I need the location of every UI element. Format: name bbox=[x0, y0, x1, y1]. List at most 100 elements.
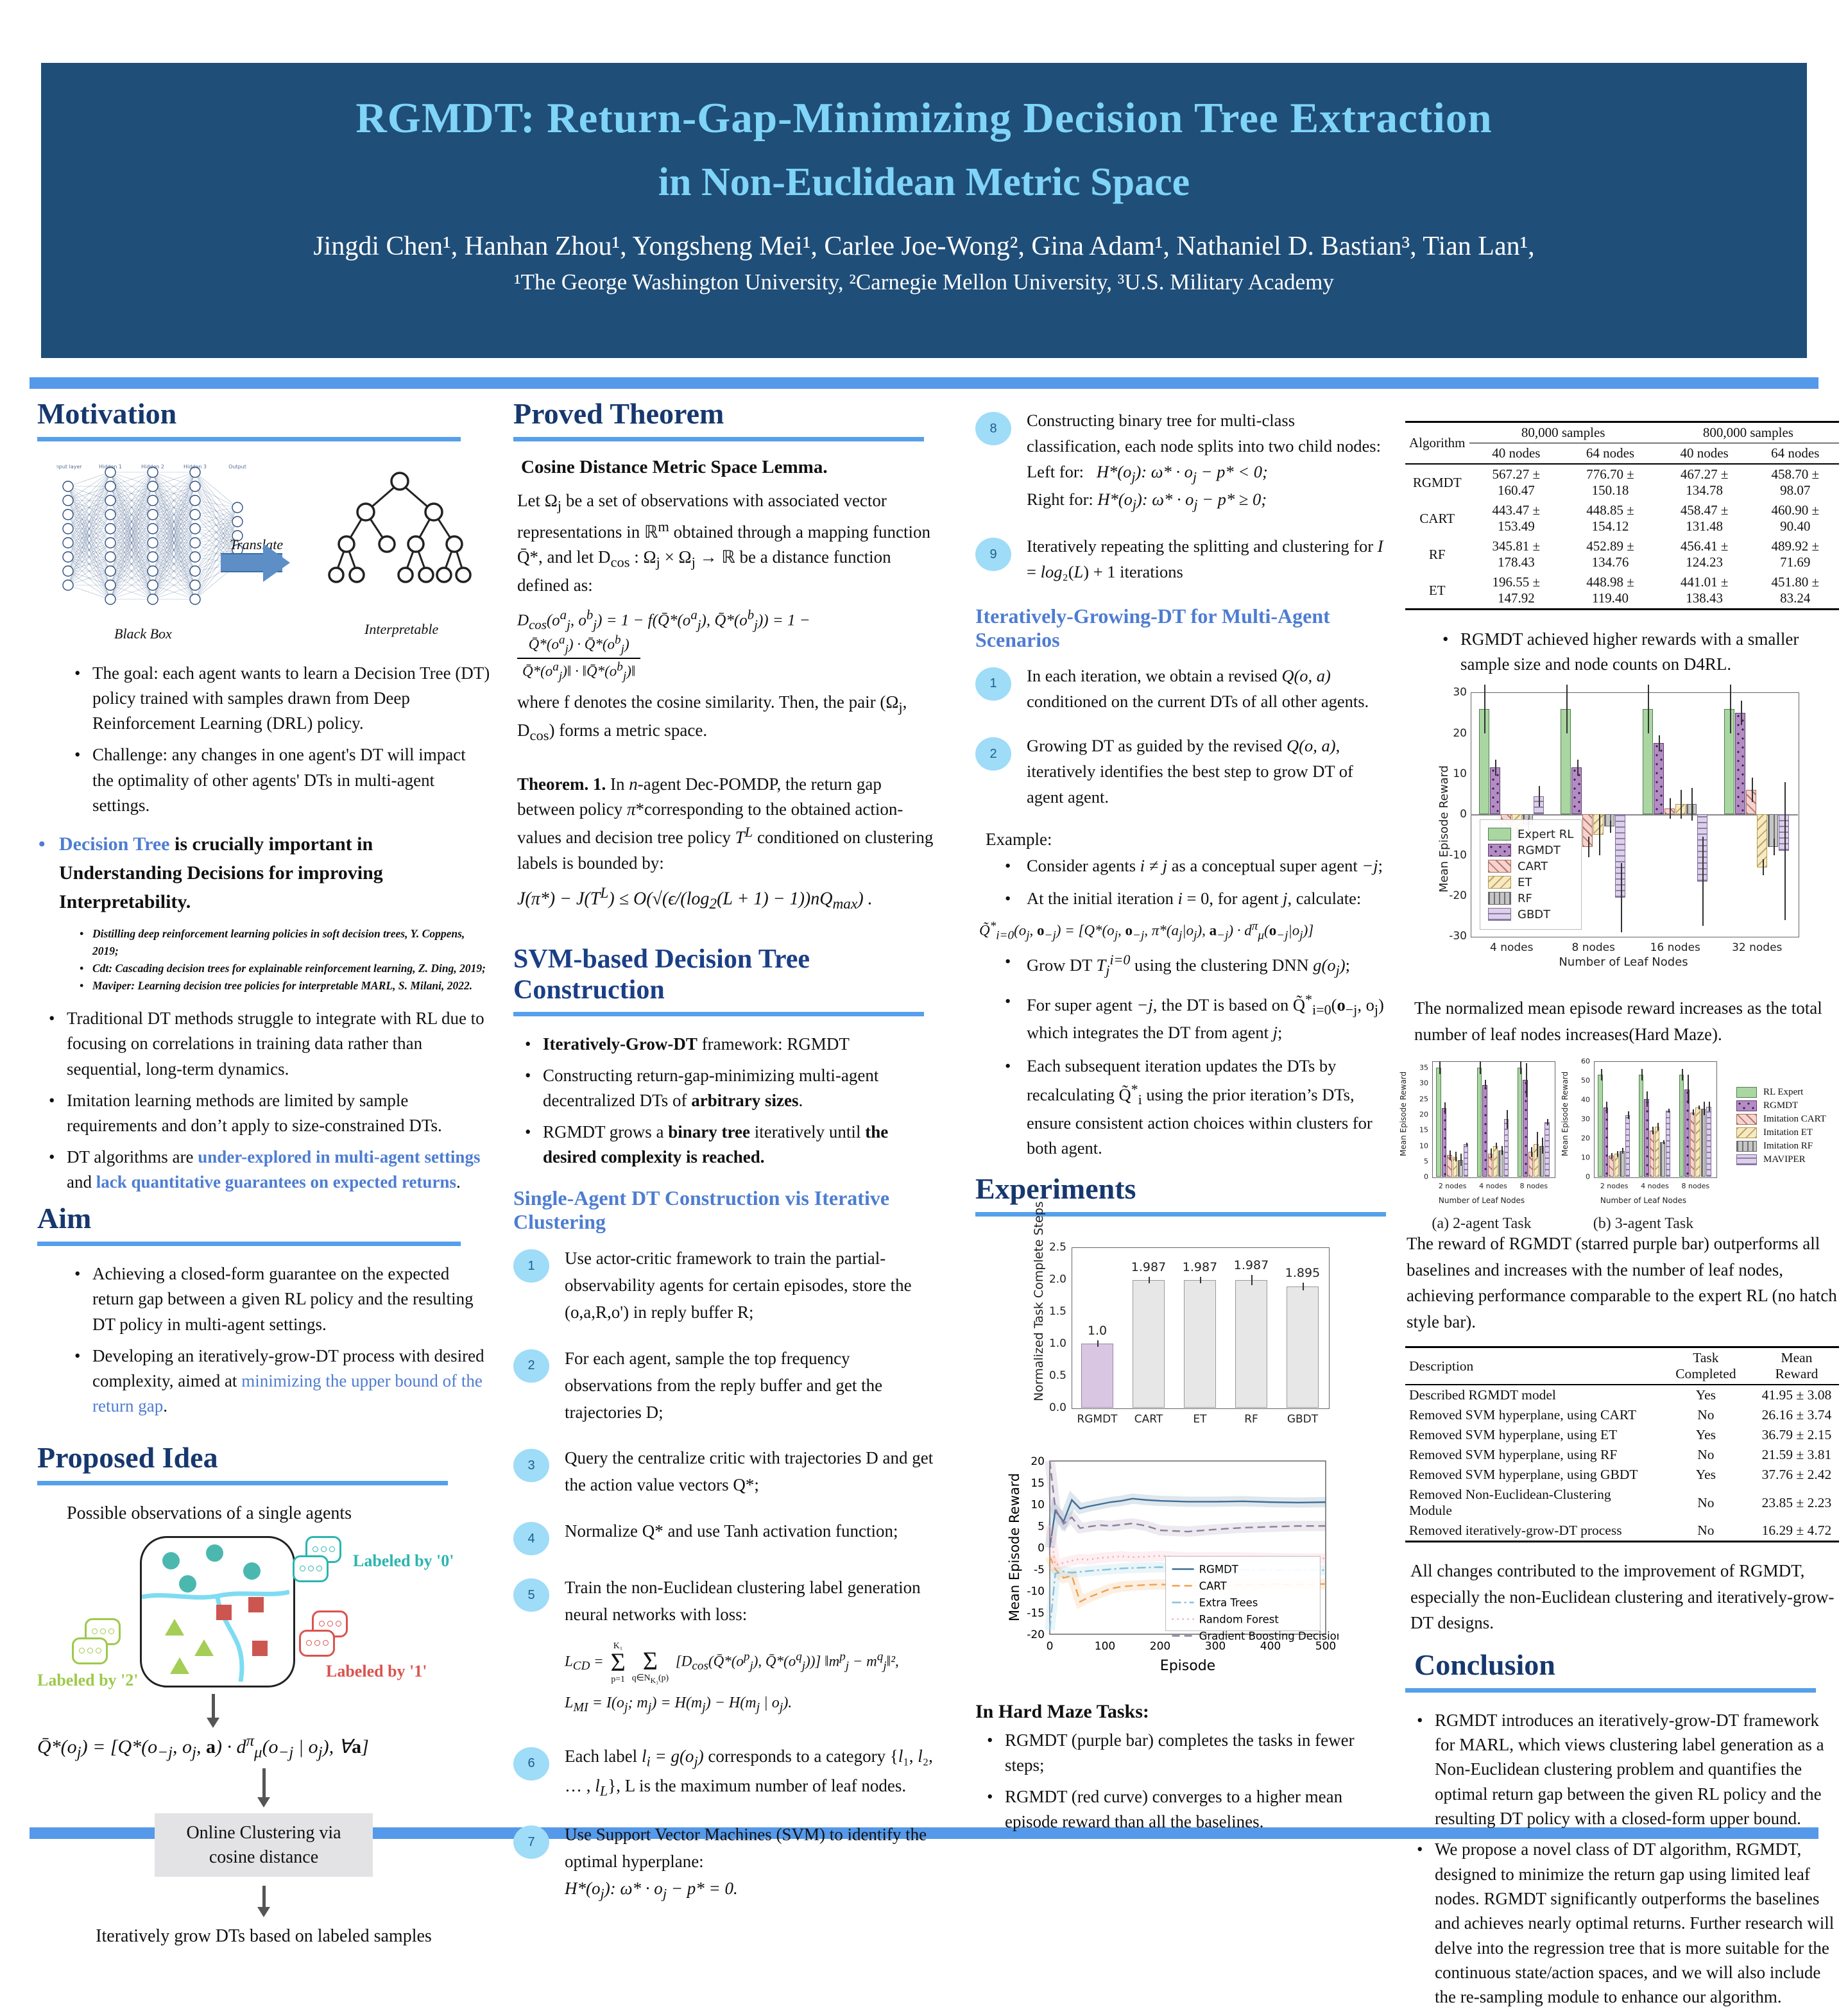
table-cell: RF bbox=[1428, 546, 1446, 562]
table-cell: 345.81 ± 178.43 bbox=[1492, 538, 1541, 570]
y-tick: -20 bbox=[1449, 889, 1467, 902]
observation-box bbox=[140, 1535, 295, 1687]
hard-maze-bullets: RGMDT (purple bar) completes the tasks i… bbox=[975, 1728, 1391, 1835]
bar-RGMDT bbox=[1735, 712, 1746, 815]
error-bar bbox=[1751, 778, 1753, 803]
error-bar bbox=[1682, 1069, 1684, 1081]
bullet-item: RGMDT grows a binary tree iteratively un… bbox=[520, 1120, 934, 1170]
bar-RF bbox=[1235, 1280, 1267, 1408]
error-bar bbox=[1149, 1277, 1150, 1284]
bar-Expert RL bbox=[1642, 708, 1653, 815]
table-row: ET 196.55 ± 147.92 448.98 ± 119.40 441.01 ±… bbox=[1405, 572, 1839, 610]
bar-Imitation ET bbox=[1695, 1107, 1700, 1177]
error-bar bbox=[1681, 790, 1682, 819]
table-cell: CART bbox=[1419, 510, 1455, 526]
error-bar bbox=[1460, 1153, 1462, 1166]
table-row: Removed SVM hyperplane, using RF No 21.59 … bbox=[1405, 1445, 1839, 1465]
example-label: Example: bbox=[986, 829, 1052, 849]
legend-label: Imitation ET bbox=[1763, 1127, 1813, 1138]
obs-triangle bbox=[165, 1618, 184, 1636]
bar-Imitation CART bbox=[1528, 1152, 1534, 1177]
svg-text:RGMDT: RGMDT bbox=[1199, 1564, 1239, 1576]
obs-triangle bbox=[170, 1657, 189, 1674]
legend-label: MAVIPER bbox=[1763, 1154, 1806, 1165]
y-tick: 0.5 bbox=[1048, 1369, 1066, 1383]
y-tick: 20 bbox=[1453, 726, 1467, 740]
bullet-item: Traditional DT methods struggle to integ… bbox=[44, 1006, 490, 1081]
table-cell: No bbox=[1657, 1521, 1754, 1543]
multiagent-subhead: Iteratively-Growing-DT for Multi-Agent S… bbox=[975, 604, 1330, 651]
step-number-badge: 4 bbox=[513, 1522, 549, 1556]
table-cell: 776.70 ± 150.18 bbox=[1586, 466, 1634, 498]
bar-RGMDT bbox=[1684, 1089, 1690, 1177]
bar-Imitation CART bbox=[1447, 1155, 1452, 1177]
poster-title-line1: RGMDT: Return-Gap-Minimizing Decision Tr… bbox=[355, 94, 1493, 142]
error-bar bbox=[1622, 1148, 1624, 1154]
x-tick: ET bbox=[1193, 1413, 1207, 1426]
error-bar bbox=[1547, 1119, 1549, 1125]
x-axis-label: Number of Leaf Nodes bbox=[1559, 955, 1688, 970]
error-bar bbox=[1668, 1108, 1670, 1113]
bound-equation: J(π*) − J(TL) ≤ O(√(ϵ/(log2(L + 1) − 1))… bbox=[517, 884, 873, 912]
bullet-item: Iteratively-Grow-DT framework: RGMDT bbox=[520, 1032, 934, 1057]
legend-label: RGMDT bbox=[1763, 1100, 1799, 1111]
svg-text:Mean Episode Reward: Mean Episode Reward bbox=[1007, 1473, 1022, 1621]
legend-label: RF bbox=[1518, 891, 1532, 905]
error-bar bbox=[1659, 735, 1661, 752]
legend-label: ET bbox=[1518, 875, 1532, 889]
table-cell: 458.70 ± 98.07 bbox=[1771, 466, 1819, 498]
neural-network-icon: Input layer Hidden 1 Hidden 2 Hidden 3 Outpu… bbox=[56, 464, 246, 605]
obs-circle bbox=[243, 1562, 261, 1580]
table-row: Removed SVM hyperplane, using GBDT Yes 37.… bbox=[1405, 1465, 1839, 1485]
step-9: 9 Iteratively repeating the splitting an… bbox=[975, 534, 1391, 585]
online-clustering-box: Online Clustering via cosine distance bbox=[155, 1813, 373, 1877]
y-tick: 10 bbox=[1581, 1153, 1590, 1162]
svg-text:Hidden 3: Hidden 3 bbox=[184, 464, 207, 470]
error-bar bbox=[1200, 1277, 1201, 1284]
error-bar bbox=[1484, 684, 1486, 733]
y-tick: 2.0 bbox=[1048, 1273, 1066, 1286]
bar-RL Expert bbox=[1436, 1068, 1441, 1177]
svg-text:CART: CART bbox=[1199, 1580, 1228, 1593]
bullet-item: Constructing return-gap-minimizing multi… bbox=[520, 1063, 934, 1113]
table-cell: 21.59 ± 3.81 bbox=[1761, 1447, 1832, 1463]
legend-label: Imitation RF bbox=[1763, 1141, 1813, 1152]
error-bar bbox=[1444, 1102, 1446, 1114]
bullet-item: We propose a novel class of DT algorithm… bbox=[1412, 1837, 1839, 2009]
bar-Expert RL bbox=[1561, 708, 1571, 815]
svm-bullets: Iteratively-Grow-DT framework: RGMDT Cons… bbox=[513, 1032, 934, 1170]
example-item: Grow DT Tji=0 using the clustering DNN g… bbox=[1001, 949, 1391, 980]
bar-CART bbox=[1746, 790, 1757, 815]
bar-ET bbox=[1757, 814, 1768, 867]
d4rl-bullet-list: RGMDT achieved higher rewards with a sma… bbox=[1405, 627, 1839, 677]
bar-value-label: 1.987 bbox=[1182, 1260, 1218, 1275]
legend-entry: Imitation ET bbox=[1736, 1127, 1826, 1139]
y-tick: -30 bbox=[1449, 930, 1467, 943]
example-item: Each subsequent iteration updates the DT… bbox=[1001, 1054, 1391, 1161]
bar-RF bbox=[1604, 814, 1615, 827]
x-axis-label: Number of Leaf Nodes bbox=[1600, 1196, 1687, 1206]
task-steps-bar-chart: 0.0 0.5 1.0 1.5 2.0 2.5 1.0 RGMDT 1.987 CART 1.987… bbox=[1001, 1201, 1360, 1453]
svg-text:-10: -10 bbox=[1027, 1585, 1045, 1598]
hard-maze-title: In Hard Maze Tasks: bbox=[975, 1701, 1149, 1723]
table-cell: 489.92 ± 71.69 bbox=[1771, 538, 1819, 570]
bar-RF bbox=[1686, 804, 1697, 815]
interpretable-label: Interpretable bbox=[364, 621, 439, 637]
legend-swatch bbox=[1488, 860, 1511, 873]
y-tick: 30 bbox=[1419, 1079, 1428, 1088]
y-tick: 40 bbox=[1581, 1095, 1590, 1104]
error-bar bbox=[1709, 1102, 1711, 1112]
y-tick: 20 bbox=[1581, 1134, 1590, 1143]
table-cell: 467.27 ± 134.78 bbox=[1680, 466, 1729, 498]
bar-value-label: 1.0 bbox=[1087, 1324, 1108, 1338]
multi-step-2: 2 Growing DT as guided by the revised Q(… bbox=[975, 733, 1391, 810]
x-tick: 8 nodes bbox=[1519, 1182, 1548, 1191]
perf-group1: 80,000 samples bbox=[1469, 421, 1657, 443]
bar-Imitation ET bbox=[1655, 1127, 1660, 1177]
bar-Imitation ET bbox=[1452, 1156, 1458, 1177]
bar-Imitation ET bbox=[1614, 1154, 1620, 1177]
table-cell: 26.16 ± 3.74 bbox=[1761, 1407, 1832, 1423]
error-bar bbox=[1670, 798, 1672, 819]
heading-underline bbox=[1405, 1687, 1816, 1693]
y-axis-label: Mean Episode Reward bbox=[1437, 765, 1451, 893]
